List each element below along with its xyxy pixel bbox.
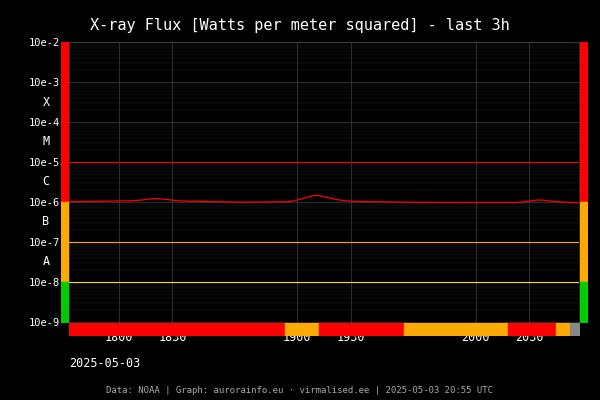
Text: Data: NOAA | Graph: aurorainfo.eu · virmalised.ee | 2025-05-03 20:55 UTC: Data: NOAA | Graph: aurorainfo.eu · virm…	[107, 386, 493, 395]
Text: M: M	[43, 135, 50, 148]
Text: X: X	[43, 96, 50, 110]
Text: A: A	[43, 255, 50, 268]
Text: C: C	[43, 175, 50, 188]
Text: B: B	[43, 215, 50, 228]
Text: 2025-05-03: 2025-05-03	[69, 357, 140, 370]
Text: X-ray Flux [Watts per meter squared] - last 3h: X-ray Flux [Watts per meter squared] - l…	[90, 18, 510, 33]
